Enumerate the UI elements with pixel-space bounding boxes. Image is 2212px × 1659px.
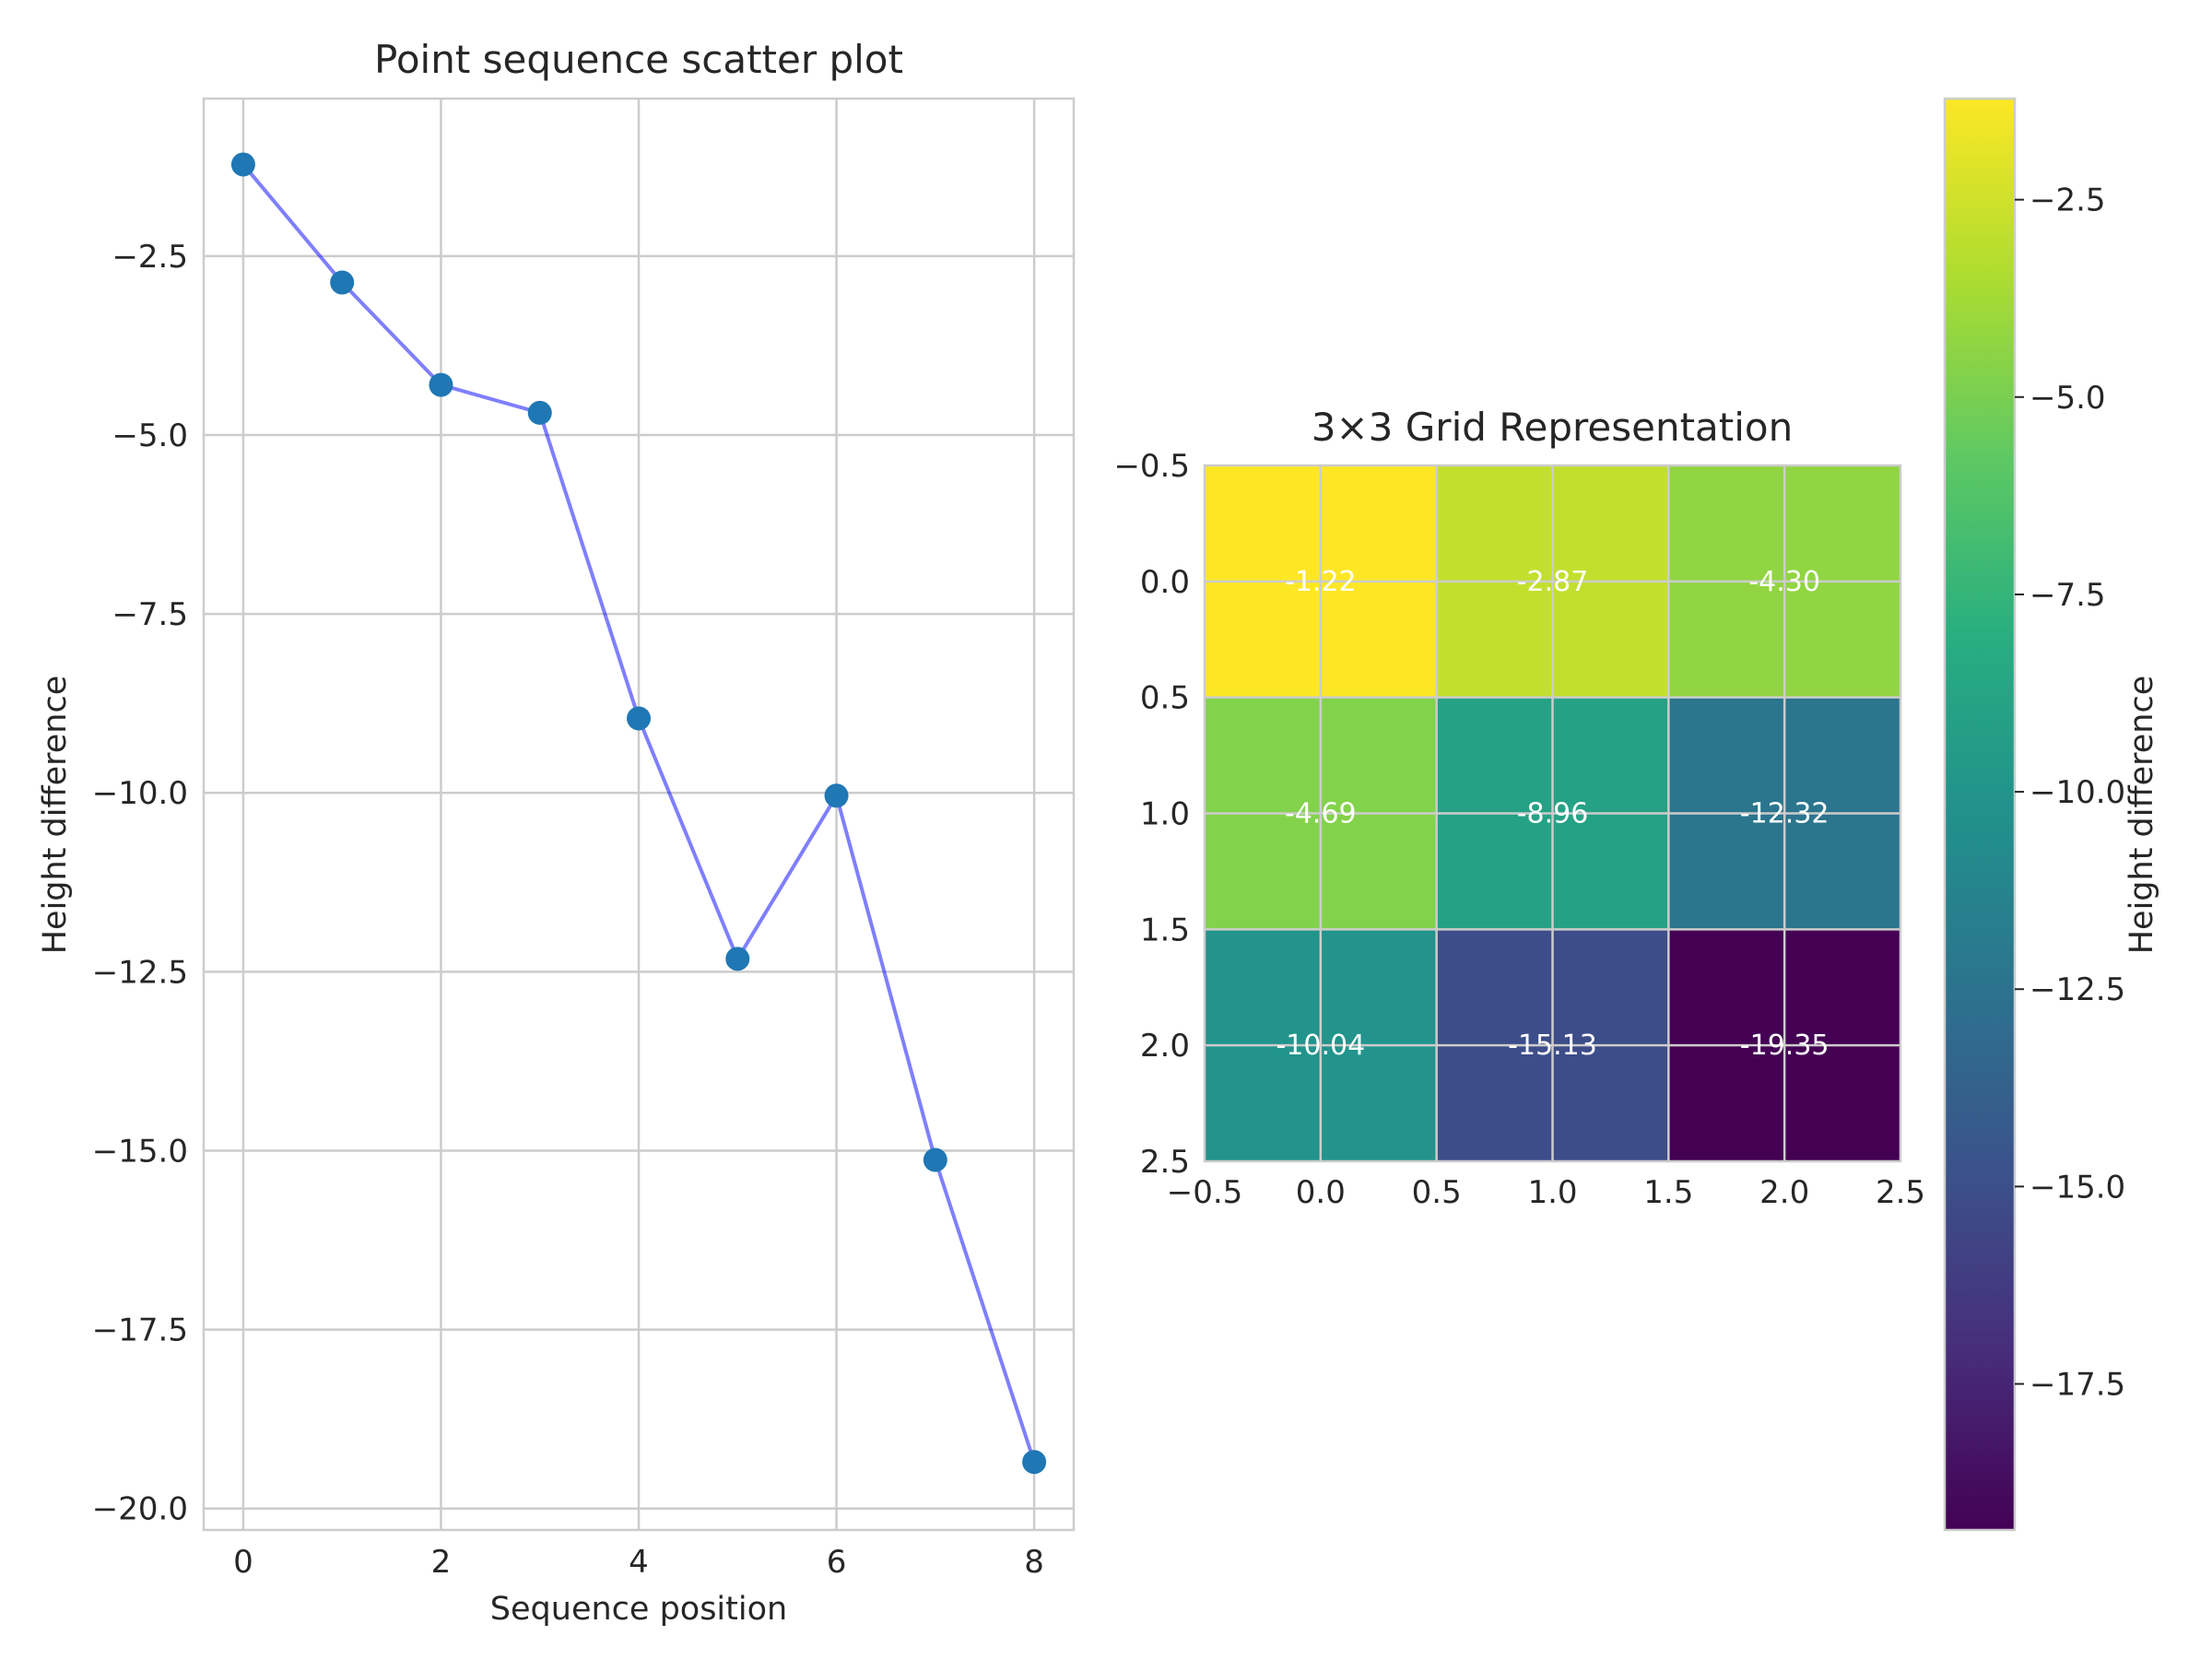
colorbar-tick-label: −17.5 [2030,1367,2125,1404]
heatmap-x-tick-label: 2.0 [1759,1174,1809,1211]
sequence-plot-frame [202,97,1076,1532]
heatmap-x-tick-label: 1.5 [1643,1174,1693,1211]
heatmap-cell-value: -10.04 [1276,1030,1365,1062]
sequence-plot-grid [204,99,1074,1530]
sequence-plot-x-label: Sequence position [490,1591,787,1628]
sequence-plot-title: Point sequence scatter plot [374,37,903,82]
data-point [527,400,552,425]
heatmap-x-tick-label: 2.5 [1876,1174,1925,1211]
heatmap-cell-value: -2.87 [1517,566,1589,598]
sequence-plot-y-label: Height difference [37,676,74,955]
heatmap-x-tick-label: 0.5 [1412,1174,1462,1211]
colorbar-frame [1943,97,2017,1532]
y-tick-label: −20.0 [92,1491,188,1528]
y-tick-label: −15.0 [92,1133,188,1170]
data-point [725,947,750,971]
y-tick-label: −10.0 [92,775,188,812]
x-tick-label: 0 [233,1544,253,1581]
data-point [923,1147,947,1172]
heatmap-cell-value: -1.22 [1285,566,1357,598]
heatmap-x-ticks: −0.5 0.0 0.5 1.0 1.5 2.0 2.5 [1167,1174,1925,1211]
colorbar-tick-label: −5.0 [2030,380,2106,417]
heatmap-x-tick-label: 0.0 [1296,1174,1346,1211]
heatmap-y-tick-label: 1.5 [1140,912,1190,948]
colorbar-ticks: −2.5 −5.0 −7.5 −10.0 −12.5 −15.0 −17.5 [2015,182,2125,1404]
x-tick-label: 4 [629,1544,649,1581]
heatmap-y-tick-label: 2.5 [1140,1144,1190,1181]
sequence-plot-x-ticks: 0 2 4 6 8 [233,1544,1044,1581]
colorbar-tick-label: −12.5 [2030,971,2125,1008]
y-tick-label: −12.5 [92,954,188,991]
heatmap-x-tick-label: −0.5 [1167,1174,1243,1211]
heatmap-x-tick-label: 1.0 [1527,1174,1577,1211]
colorbar-tick-label: −7.5 [2030,577,2106,614]
y-tick-label: −5.0 [112,418,188,454]
y-tick-label: −17.5 [92,1312,188,1349]
data-point [824,783,849,808]
heatmap-title: 3×3 Grid Representation [1312,405,1793,450]
colorbar-tick-label: −15.0 [2030,1169,2125,1206]
heatmap-y-tick-label: 0.0 [1140,564,1190,601]
heatmap-cell-value: -19.35 [1740,1030,1830,1062]
heatmap-cell-value: -12.32 [1740,798,1830,830]
heatmap-y-tick-label: 1.0 [1140,796,1190,833]
colorbar-tick-label: −2.5 [2030,182,2106,219]
grid-heatmap: -1.22 -2.87 -4.30 -4.69 -8.96 -12.32 -10.04 -15… [1113,405,1925,1211]
data-point [627,706,651,731]
x-tick-label: 2 [431,1544,452,1581]
data-point [330,270,355,295]
colorbar-label: Height difference [2124,676,2160,955]
y-tick-label: −2.5 [112,239,188,276]
heatmap-y-ticks: −0.5 0.0 0.5 1.0 1.5 2.0 2.5 [1113,448,1190,1181]
data-point [429,372,453,397]
data-point [230,152,255,177]
heatmap-frame [1203,464,1902,1163]
heatmap-cell-labels: -1.22 -2.87 -4.30 -4.69 -8.96 -12.32 -10.04 -15… [1276,566,1829,1062]
sequence-points [230,152,1047,1475]
heatmap-y-tick-label: 0.5 [1140,680,1190,717]
data-point [1022,1450,1047,1475]
colorbar: −2.5 −5.0 −7.5 −10.0 −12.5 −15.0 −17.5 Height … [1943,97,2160,1532]
heatmap-cell-value: -4.30 [1748,566,1820,598]
heatmap-cell-value: -8.96 [1517,798,1589,830]
heatmap-y-tick-label: 2.0 [1140,1028,1190,1065]
y-tick-label: −7.5 [112,596,188,633]
heatmap-cell-value: -4.69 [1285,798,1357,830]
heatmap-y-tick-label: −0.5 [1113,448,1190,485]
heatmap-grid [1205,465,1900,1161]
sequence-plot-y-ticks: −2.5 −5.0 −7.5 −10.0 −12.5 −15.0 −17.5 −20.0 [92,239,188,1528]
colorbar-tick-label: −10.0 [2030,774,2125,811]
heatmap-cell-value: -15.13 [1508,1030,1597,1062]
x-tick-label: 8 [1024,1544,1044,1581]
x-tick-label: 6 [827,1544,847,1581]
colorbar-gradient [1945,99,2015,1530]
